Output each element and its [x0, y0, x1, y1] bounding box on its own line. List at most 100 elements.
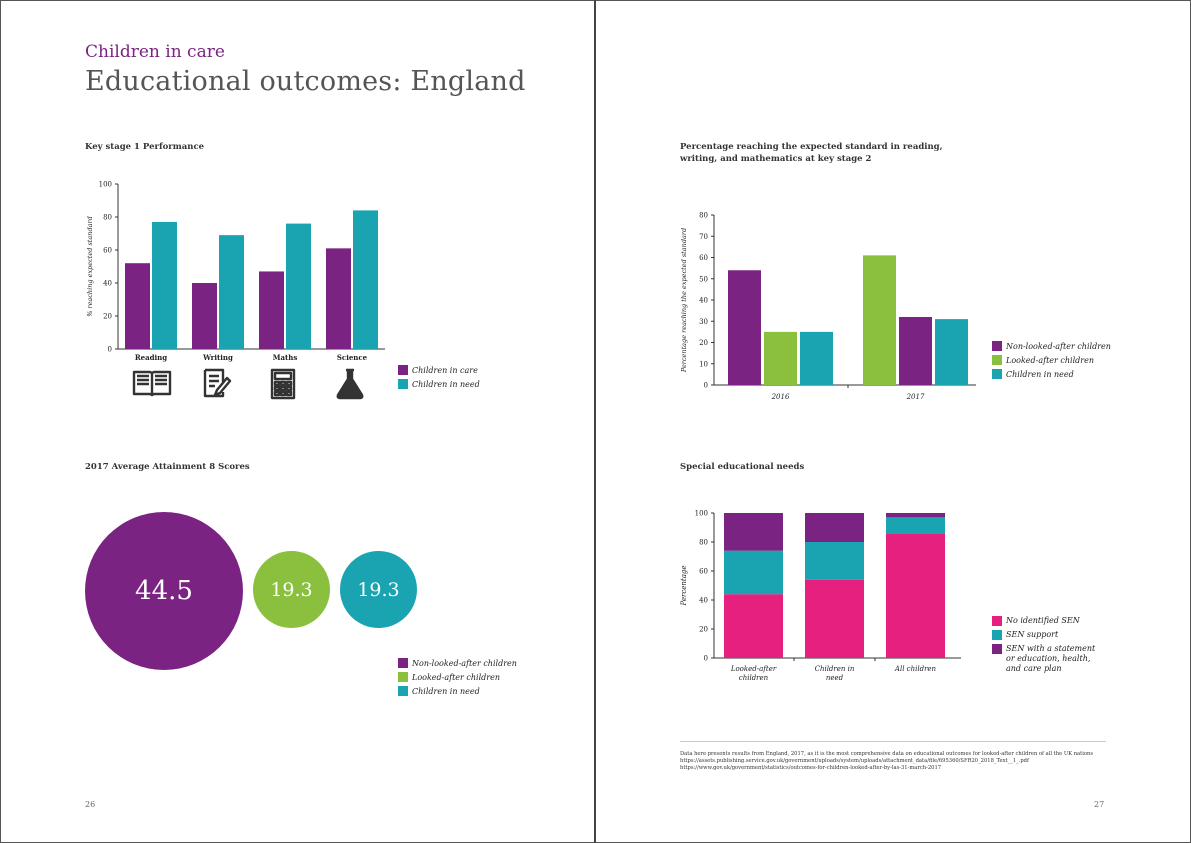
sen-chart: 0 20 40 60 80 100 Percentage Looked-afterchildr… [680, 510, 961, 682]
ks1-bar [192, 283, 217, 349]
ks1-y-tick-label: 40 [103, 280, 112, 288]
sen-bar-segment [805, 513, 864, 542]
ks1-y-tick-label: 80 [103, 214, 112, 222]
ks2-y-tick-label: 0 [704, 382, 708, 390]
legend-swatch [398, 379, 408, 389]
ks2-chart: 0 10 20 30 40 50 60 70 80 Percentage reaching the… [680, 212, 976, 401]
attainment-chart-title: 2017 Average Attainment 8 Scores [85, 462, 250, 472]
sen-x-tick-label: Looked-after [730, 665, 777, 673]
attainment-legend-item-need: Children in need [398, 686, 480, 696]
legend-swatch [398, 365, 408, 375]
sen-bar-segment [724, 513, 783, 551]
legend-swatch [992, 369, 1002, 379]
sen-legend-item-support: SEN support [992, 630, 1058, 640]
ks1-chart-title: Key stage 1 Performance [85, 142, 205, 152]
calculator-icon-shape [270, 368, 296, 400]
legend-label: SEN with a statement or education, healt… [1006, 644, 1095, 674]
flask-icon [336, 368, 364, 400]
legend-label: No identified SEN [1006, 616, 1080, 625]
footnote: Data here presents results from England,… [680, 751, 1110, 772]
section-title: Children in care [85, 42, 225, 62]
sen-y-tick-label: 60 [699, 568, 708, 576]
ks1-bar [152, 221, 177, 349]
ks1-y-tick-label: 20 [103, 313, 112, 321]
legend-swatch [398, 686, 408, 696]
ks2-title-line: Percentage reaching the expected standar… [680, 142, 943, 152]
left-page [0, 0, 595, 843]
sen-x-tick-label: All children [894, 665, 937, 673]
ks1-x-tick-label: Writing [202, 353, 233, 362]
ks2-y-tick-label: 30 [699, 318, 708, 326]
legend-swatch [992, 630, 1002, 640]
sen-y-axis-label: Percentage [680, 565, 688, 606]
sen-y-tick-label: 20 [699, 626, 708, 634]
sen-bar-segment [724, 550, 783, 595]
legend-label: Non-looked-after children [412, 658, 517, 668]
bubble-label: 44.5 [135, 576, 193, 606]
book-icon [132, 370, 172, 397]
sen-x-tick-label: need [826, 674, 844, 682]
legend-swatch [992, 616, 1002, 626]
document-pen-icon [203, 368, 232, 398]
ks1-x-tick-label: Maths [273, 353, 298, 362]
ks2-x-tick-label: 2017 [906, 393, 925, 401]
sen-x-tick-label: children [739, 674, 769, 682]
ks2-chart-title: Percentage reaching the expected standar… [680, 141, 943, 165]
legend-label-line: or education, health, [1006, 654, 1091, 663]
legend-swatch [992, 355, 1002, 365]
sen-chart-title: Special educational needs [680, 462, 805, 472]
ks1-y-tick-label: 100 [99, 181, 112, 189]
ks2-bar [728, 270, 761, 385]
sen-y-tick-label: 40 [699, 597, 708, 605]
ks1-y-axis-label: % reaching expected standard [86, 216, 94, 317]
sen-bar-segment [805, 542, 864, 580]
sen-bar-segment [724, 594, 783, 658]
ks2-bar [800, 331, 833, 385]
flask-icon-shape [336, 368, 364, 400]
ks2-bar [764, 331, 797, 385]
sen-bar-segment [805, 579, 864, 658]
legend-label: SEN support [1006, 630, 1059, 639]
ks1-bar [286, 223, 311, 349]
legend-label: Children in need [1006, 369, 1074, 379]
legend-label-line: SEN with a statement [1006, 644, 1096, 653]
ks1-legend-item-need: Children in need [398, 379, 480, 389]
document-pen-icon-shape [203, 368, 232, 398]
legend-label: Children in need [412, 686, 480, 696]
sen-y-tick-label: 0 [704, 655, 708, 663]
ks1-bar [326, 248, 351, 349]
legend-swatch [992, 341, 1002, 351]
page-number-left: 26 [85, 800, 96, 809]
ks2-y-tick-label: 50 [699, 275, 708, 283]
ks1-legend-item-care: Children in care [398, 365, 478, 375]
ks1-bar [259, 271, 284, 349]
ks1-bar [219, 235, 244, 349]
page-spine [594, 0, 596, 843]
ks2-legend-item-need: Children in need [992, 369, 1074, 379]
sen-legend-item-no-sen: No identified SEN [992, 616, 1080, 626]
legend-swatch [398, 658, 408, 668]
ks1-y-tick-label: 0 [108, 346, 112, 354]
book-icon-shape [132, 370, 172, 397]
sen-x-tick-label: Children in [815, 665, 855, 673]
bubble-children-in-need: 19.3 [340, 551, 417, 628]
legend-label: Non-looked-after children [1006, 341, 1111, 351]
legend-label: Looked-after children [412, 672, 500, 682]
bubble-looked-after: 19.3 [253, 551, 330, 628]
ks1-bar [353, 210, 378, 349]
footnote-link[interactable]: https://www.gov.uk/government/statistics… [680, 765, 942, 771]
ks2-y-tick-label: 80 [699, 212, 708, 220]
ks1-x-tick-label: Reading [135, 353, 167, 362]
ks1-chart: 0 20 40 60 80 100 % reaching expected standard… [86, 181, 385, 400]
ks2-y-tick-label: 70 [699, 233, 708, 241]
ks1-bar [125, 263, 150, 349]
bubble-label: 19.3 [270, 578, 313, 601]
ks2-bar [899, 317, 932, 385]
page-number-right: 27 [1094, 800, 1105, 809]
calculator-icon [270, 368, 296, 400]
footnote-link[interactable]: https://assets.publishing.service.gov.uk… [680, 758, 1029, 764]
attainment-legend-item-nonlooked: Non-looked-after children [398, 658, 517, 668]
ks2-bar [863, 255, 896, 385]
sen-bar-segment [886, 533, 945, 658]
ks2-y-tick-label: 40 [699, 297, 708, 305]
